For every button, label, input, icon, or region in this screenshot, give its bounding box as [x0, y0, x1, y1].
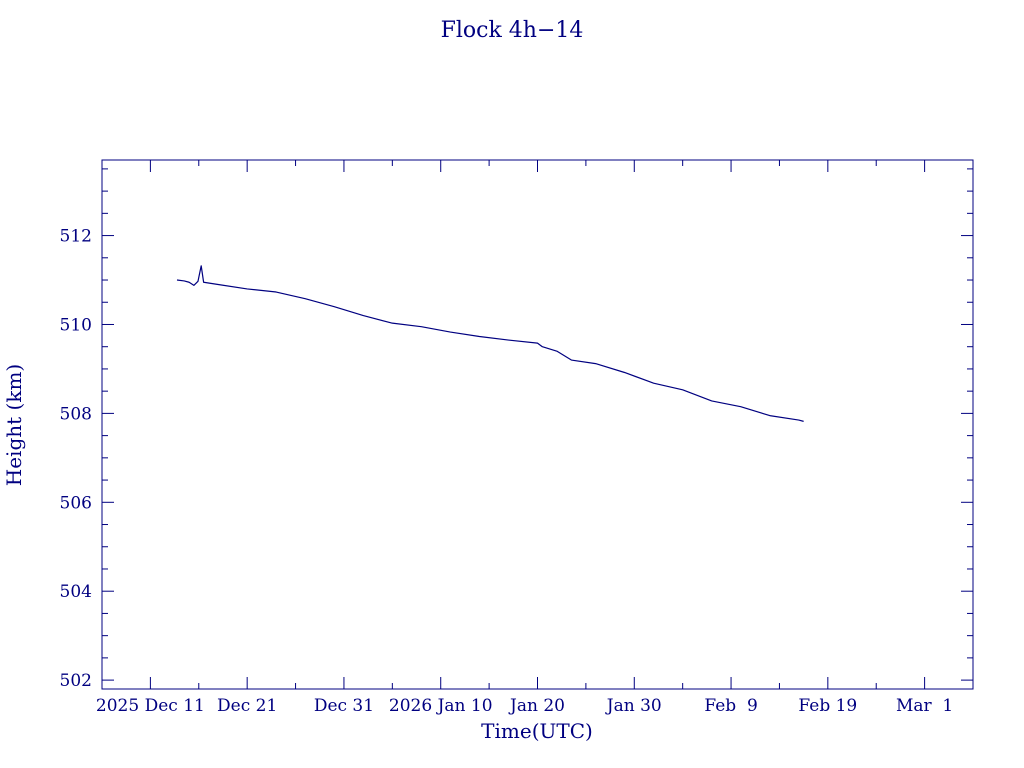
axis-ticks	[101, 160, 974, 689]
y-tick-label: 510	[60, 315, 92, 335]
series-lines	[176, 265, 804, 422]
x-tick-label: Feb 19	[798, 696, 857, 716]
plot-frame	[101, 159, 974, 690]
y-tick-label: 504	[60, 582, 92, 602]
x-axis-label: Time(UTC)	[481, 719, 593, 743]
x-tick-label: Jan 20	[508, 696, 565, 716]
chart-title: Flock 4h−14	[441, 18, 584, 43]
x-tick-label: 2025 Dec 11	[96, 696, 205, 716]
x-tick-label: Feb 9	[704, 696, 757, 716]
y-tick-label: 508	[60, 404, 92, 424]
y-axis-label: Height (km)	[2, 364, 26, 486]
x-tick-label: Dec 21	[217, 696, 277, 716]
y-tick-label: 506	[60, 493, 92, 513]
y-tick-label: 502	[60, 671, 92, 691]
x-tick-labels: 2025 Dec 11 Dec 21 Dec 31 2026 Jan 10 Jan 20…	[96, 696, 953, 716]
x-tick-label: Dec 31	[314, 696, 374, 716]
y-tick-labels: 502 504 506 508 510 512	[60, 227, 92, 692]
x-tick-label: Jan 30	[605, 696, 662, 716]
x-tick-label: 2026 Jan 10	[389, 696, 493, 716]
series-line	[176, 265, 804, 422]
x-tick-label: Mar 1	[896, 696, 953, 716]
y-tick-label: 512	[60, 227, 92, 247]
